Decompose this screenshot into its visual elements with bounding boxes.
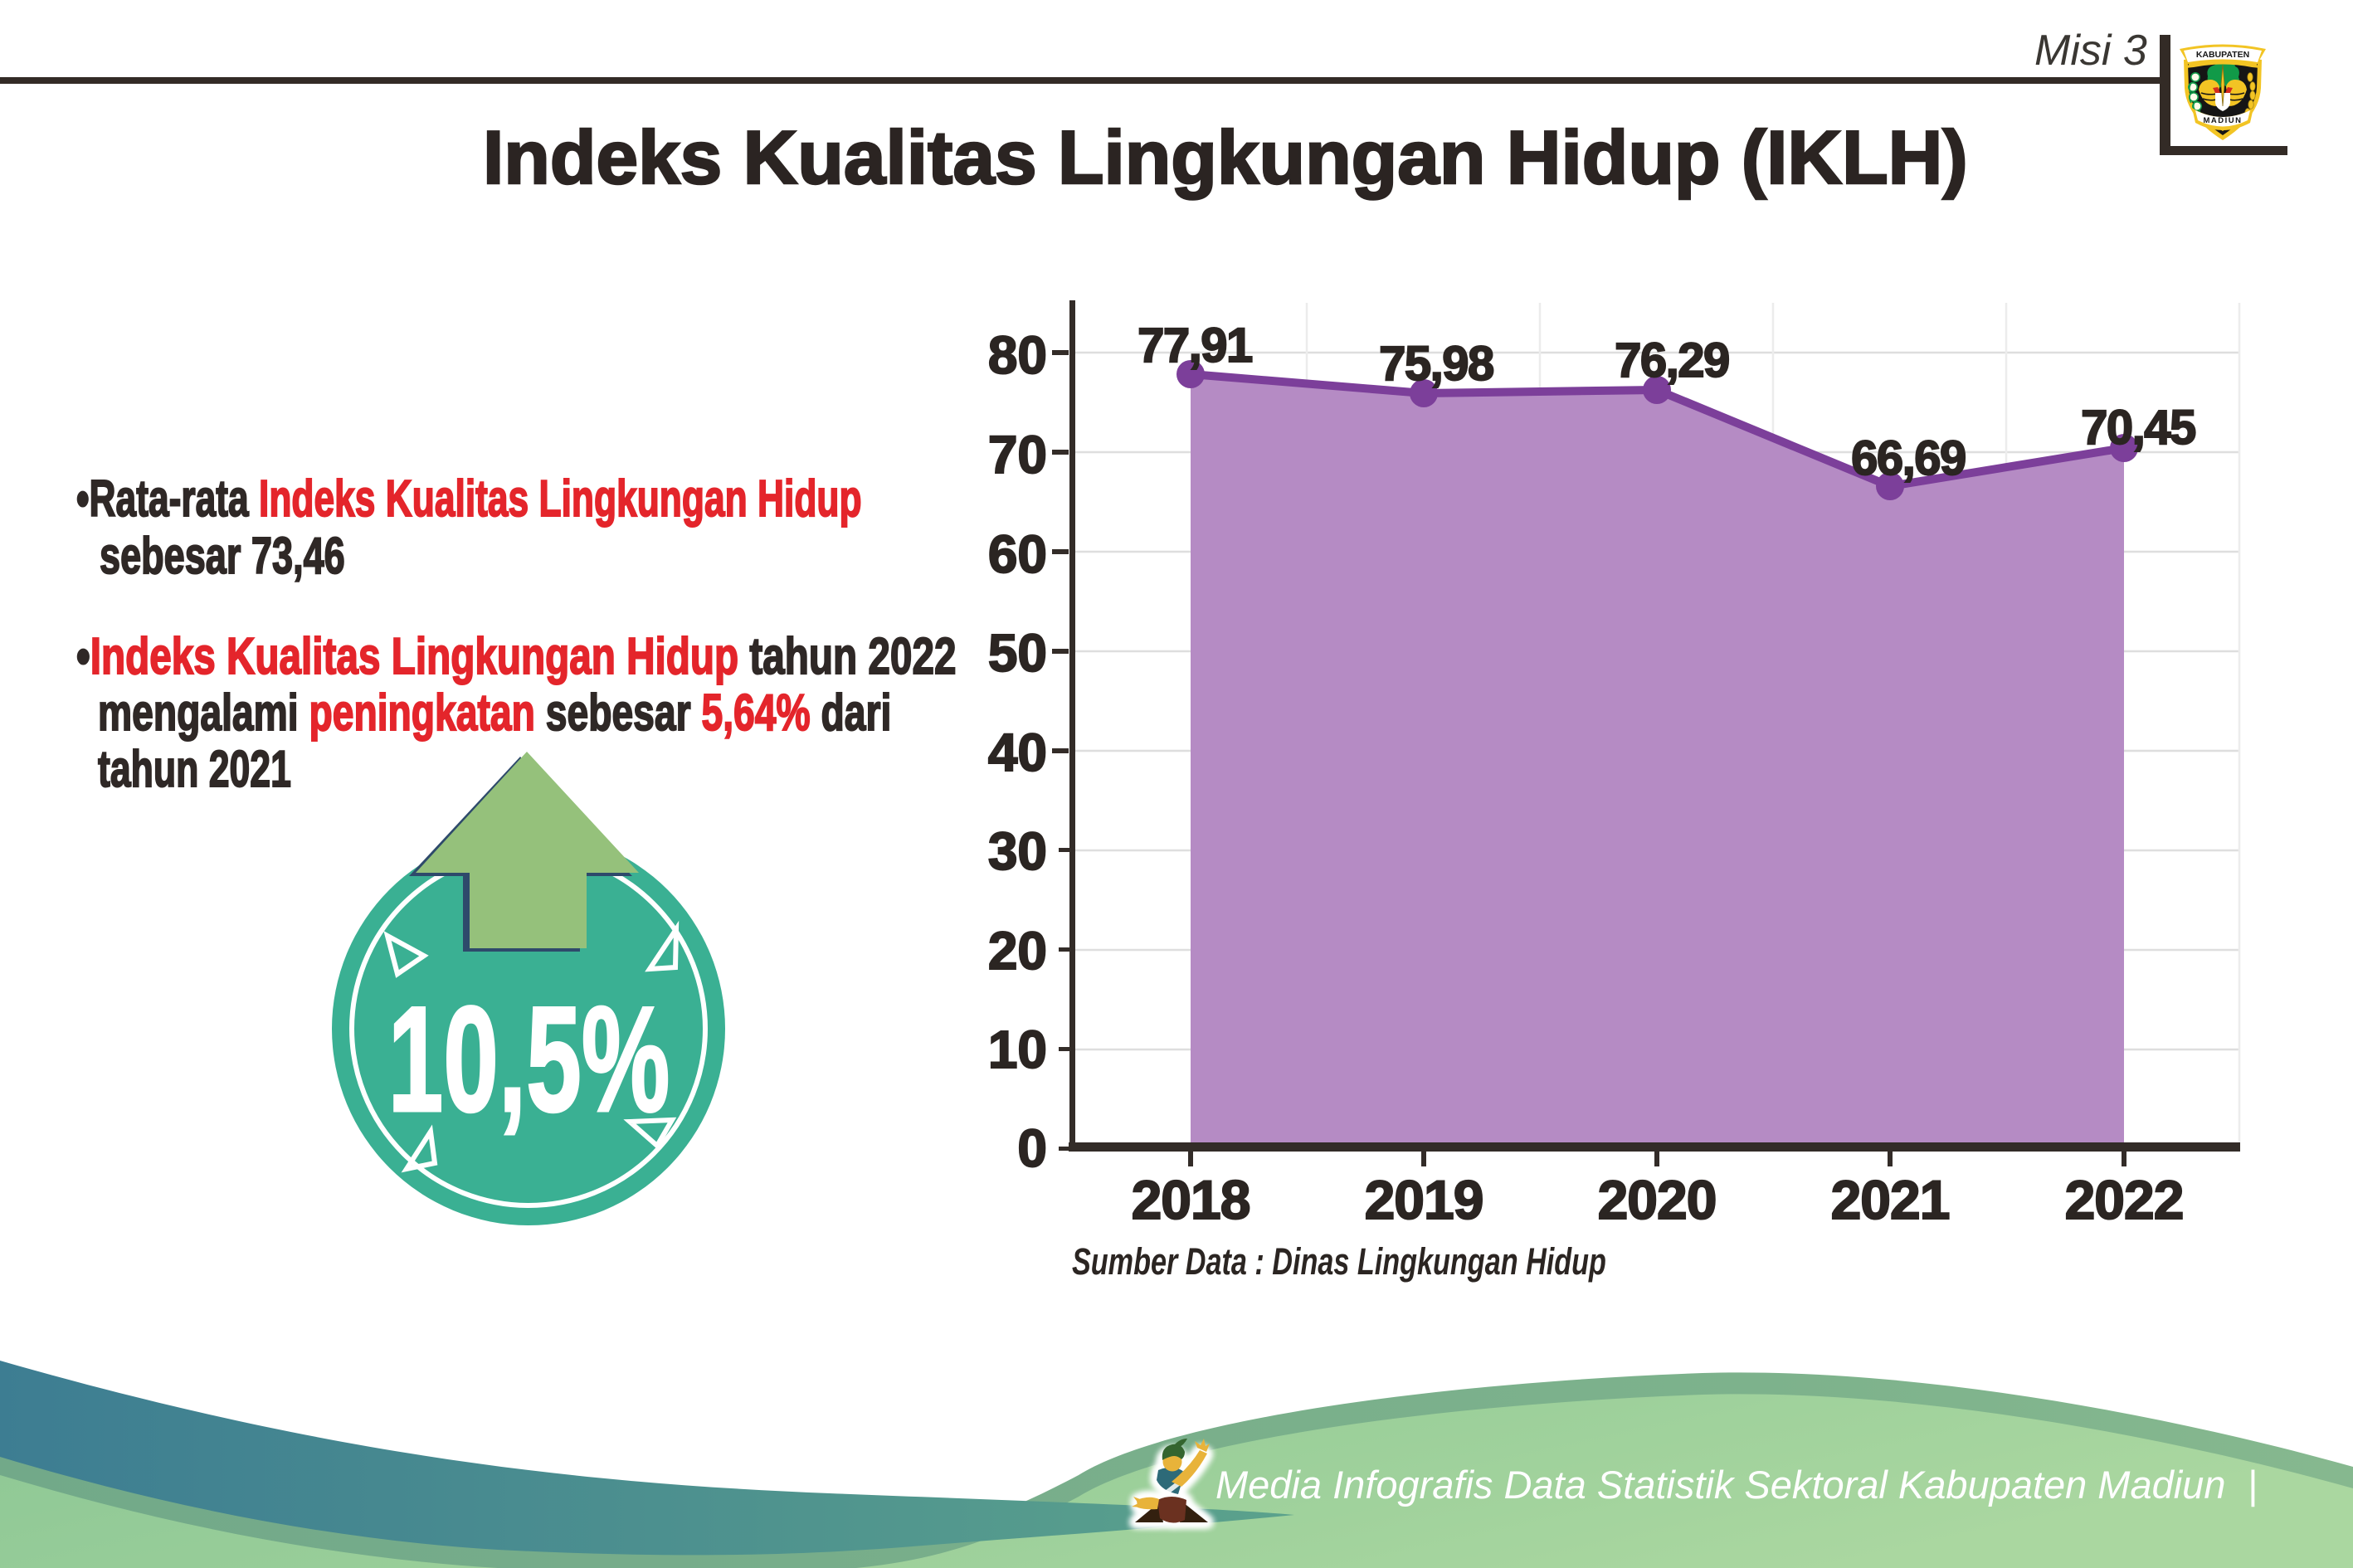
svg-text:Media Infografis Data Statisti: Media Infografis Data Statistik Sektoral…: [1215, 1463, 2258, 1507]
svg-text:0: 0: [1017, 1118, 1047, 1178]
svg-text:20: 20: [988, 921, 1047, 981]
svg-text:Sumber Data : Dinas Lingkungan: Sumber Data : Dinas Lingkungan Hidup: [1072, 1242, 1606, 1283]
svg-text:60: 60: [988, 524, 1047, 584]
svg-text:2018: 2018: [1132, 1169, 1250, 1230]
svg-text:10,5%: 10,5%: [388, 975, 670, 1143]
svg-text:2020: 2020: [1598, 1169, 1717, 1230]
svg-text:70: 70: [988, 425, 1047, 485]
svg-text:40: 40: [988, 723, 1047, 782]
svg-text:70,45: 70,45: [2081, 401, 2195, 455]
svg-text:30: 30: [988, 821, 1047, 881]
svg-text:KABUPATEN: KABUPATEN: [2196, 50, 2249, 60]
svg-text:2021: 2021: [1831, 1169, 1950, 1230]
svg-text:10: 10: [988, 1020, 1047, 1079]
svg-text:76,29: 76,29: [1615, 334, 1729, 387]
svg-text:2019: 2019: [1365, 1169, 1483, 1230]
svg-text:MADIUN: MADIUN: [2204, 116, 2243, 125]
svg-text:2022: 2022: [2065, 1169, 2184, 1230]
svg-text:77,91: 77,91: [1138, 319, 1252, 373]
svg-text:50: 50: [988, 623, 1047, 683]
svg-text:75,98: 75,98: [1379, 337, 1493, 391]
svg-text:66,69: 66,69: [1851, 431, 1966, 485]
svg-text:80: 80: [988, 325, 1047, 385]
